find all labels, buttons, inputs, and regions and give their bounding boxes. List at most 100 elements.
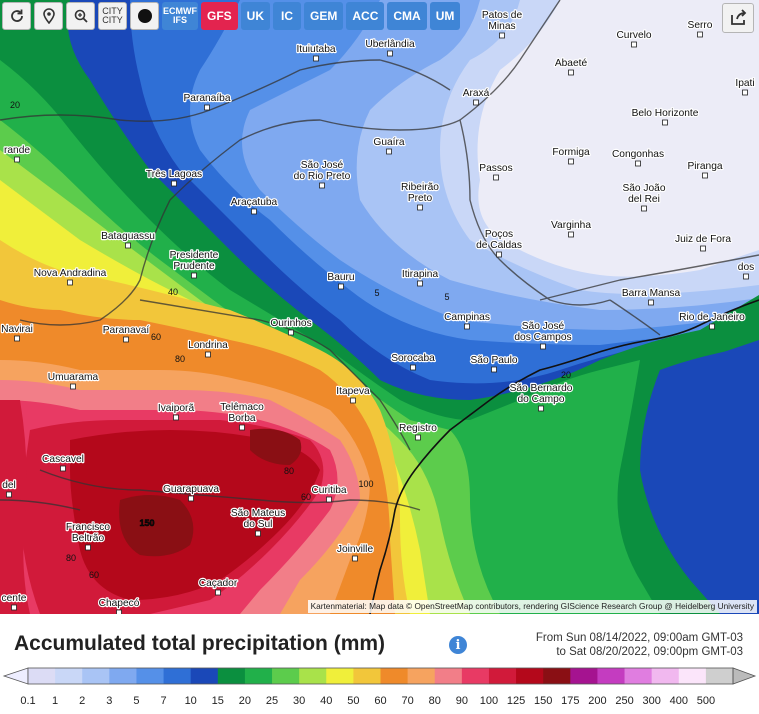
scale-tick-label: 7 [161,695,167,707]
model-gem-button[interactable]: GEM [304,2,344,30]
city-marker [473,99,479,106]
city-name: Congonhas [612,149,664,160]
city-name-line2: Preto [408,193,433,204]
scale-tick-label: 25 [266,695,278,707]
city-marker [173,414,179,421]
scale-tick-label: 5 [133,695,139,707]
city-label: Belo Horizonte [630,107,700,126]
city-marker [648,299,654,306]
share-icon [731,9,747,25]
model-cma-button[interactable]: CMA [387,2,427,30]
scale-swatch [543,668,571,684]
city-marker [568,231,574,238]
city-name: São José [301,160,344,171]
city-name: Guaíra [373,137,404,148]
scale-swatch [570,668,598,684]
city-name-line2: Borba [228,413,256,424]
contour-label: 20 [10,100,20,110]
model-gfs-button[interactable]: GFS [201,2,238,30]
city-name-line2: de Caldas [476,240,522,251]
scale-swatch [272,668,300,684]
city-label: Formiga [551,146,591,165]
city-marker [635,160,641,167]
city-name: Juiz de Fora [675,234,731,245]
refresh-button[interactable] [2,2,31,30]
city-name: Curitiba [311,485,346,496]
city-marker [116,609,122,614]
dot-button[interactable] [130,2,159,30]
city-marker [568,69,574,76]
city-name: Chapecó [99,598,140,609]
black-dot-icon [137,9,152,23]
city-marker [255,530,261,537]
city-labels-button[interactable]: CITY CITY [98,2,127,30]
scale-swatch [461,668,490,684]
city-name: Caçador [199,578,238,589]
city-marker [85,544,91,551]
city-label: Itapeva [335,385,371,404]
city-marker [697,31,703,38]
scale-tick-label: 250 [615,695,633,707]
city-marker [743,273,749,280]
city-name: Francisco [66,522,110,533]
zoom-button[interactable] [66,2,95,30]
share-button[interactable] [722,3,754,33]
city-marker [709,323,715,330]
scale-tick-label: 1 [52,695,58,707]
city-label: Ituiutaba [295,43,337,62]
city-marker [742,89,748,96]
city-label: Sorocaba [390,352,436,371]
city-name-line2: del Rei [628,194,660,205]
city-name: Uberlândia [365,39,415,50]
city-marker [14,335,20,342]
location-button[interactable] [34,2,63,30]
city-name: randе [4,145,30,156]
city-marker [700,245,706,252]
model-ecmwf-button[interactable]: ECMWF IFS [162,2,198,30]
scale-swatch [705,668,734,684]
city-name: Belo Horizonte [632,108,699,119]
precipitation-map[interactable]: Patos de Minas Serro Curvelo Ituiutaba Uberlâ… [0,0,759,614]
model-buttons: GFS UK IC GEM ACC CMA UM [201,2,461,30]
city-marker [11,604,17,611]
scale-tick-label: 300 [642,695,660,707]
city-label: randе [3,144,32,163]
model-uk-button[interactable]: UK [240,2,271,30]
city-name: Patos de [482,10,523,21]
contour-label: 150 [139,518,154,528]
city-name: Três Lagoas [146,169,202,180]
map-attribution: Kartenmaterial: Map data © OpenStreetMap… [307,600,757,613]
scale-swatch [678,668,707,684]
city-marker [191,272,197,279]
city-label: Bataguassu [100,230,156,249]
contour-label: 60 [301,492,311,502]
city-name: Paranaíba [183,93,230,104]
city-name: Passos [479,163,512,174]
city-marker [288,329,294,336]
city-label: Ipati [734,77,756,96]
city-marker [538,405,544,412]
model-ic-button[interactable]: IC [273,2,302,30]
city-label: Guarapuava [162,483,221,502]
model-um-button[interactable]: UM [429,2,461,30]
city-name: Araxá [463,88,490,99]
city-label: Navirai [0,323,34,342]
legend-period: From Sun 08/14/2022, 09:00am GMT-03 to S… [536,631,743,659]
city-label: Paranavaí [102,324,151,343]
contour-label: 5 [374,288,379,298]
city-marker [70,383,76,390]
contour-label: 20 [561,370,571,380]
scale-swatch [434,668,463,684]
scale-swatch [488,668,517,684]
info-icon[interactable]: i [449,636,467,654]
model-acc-button[interactable]: ACC [346,2,385,30]
scale-tick-label: 90 [456,695,468,707]
city-name: Rio de Janeiro [679,312,745,323]
city-label: Joinville [336,543,375,562]
city-name: Poços [485,229,513,240]
